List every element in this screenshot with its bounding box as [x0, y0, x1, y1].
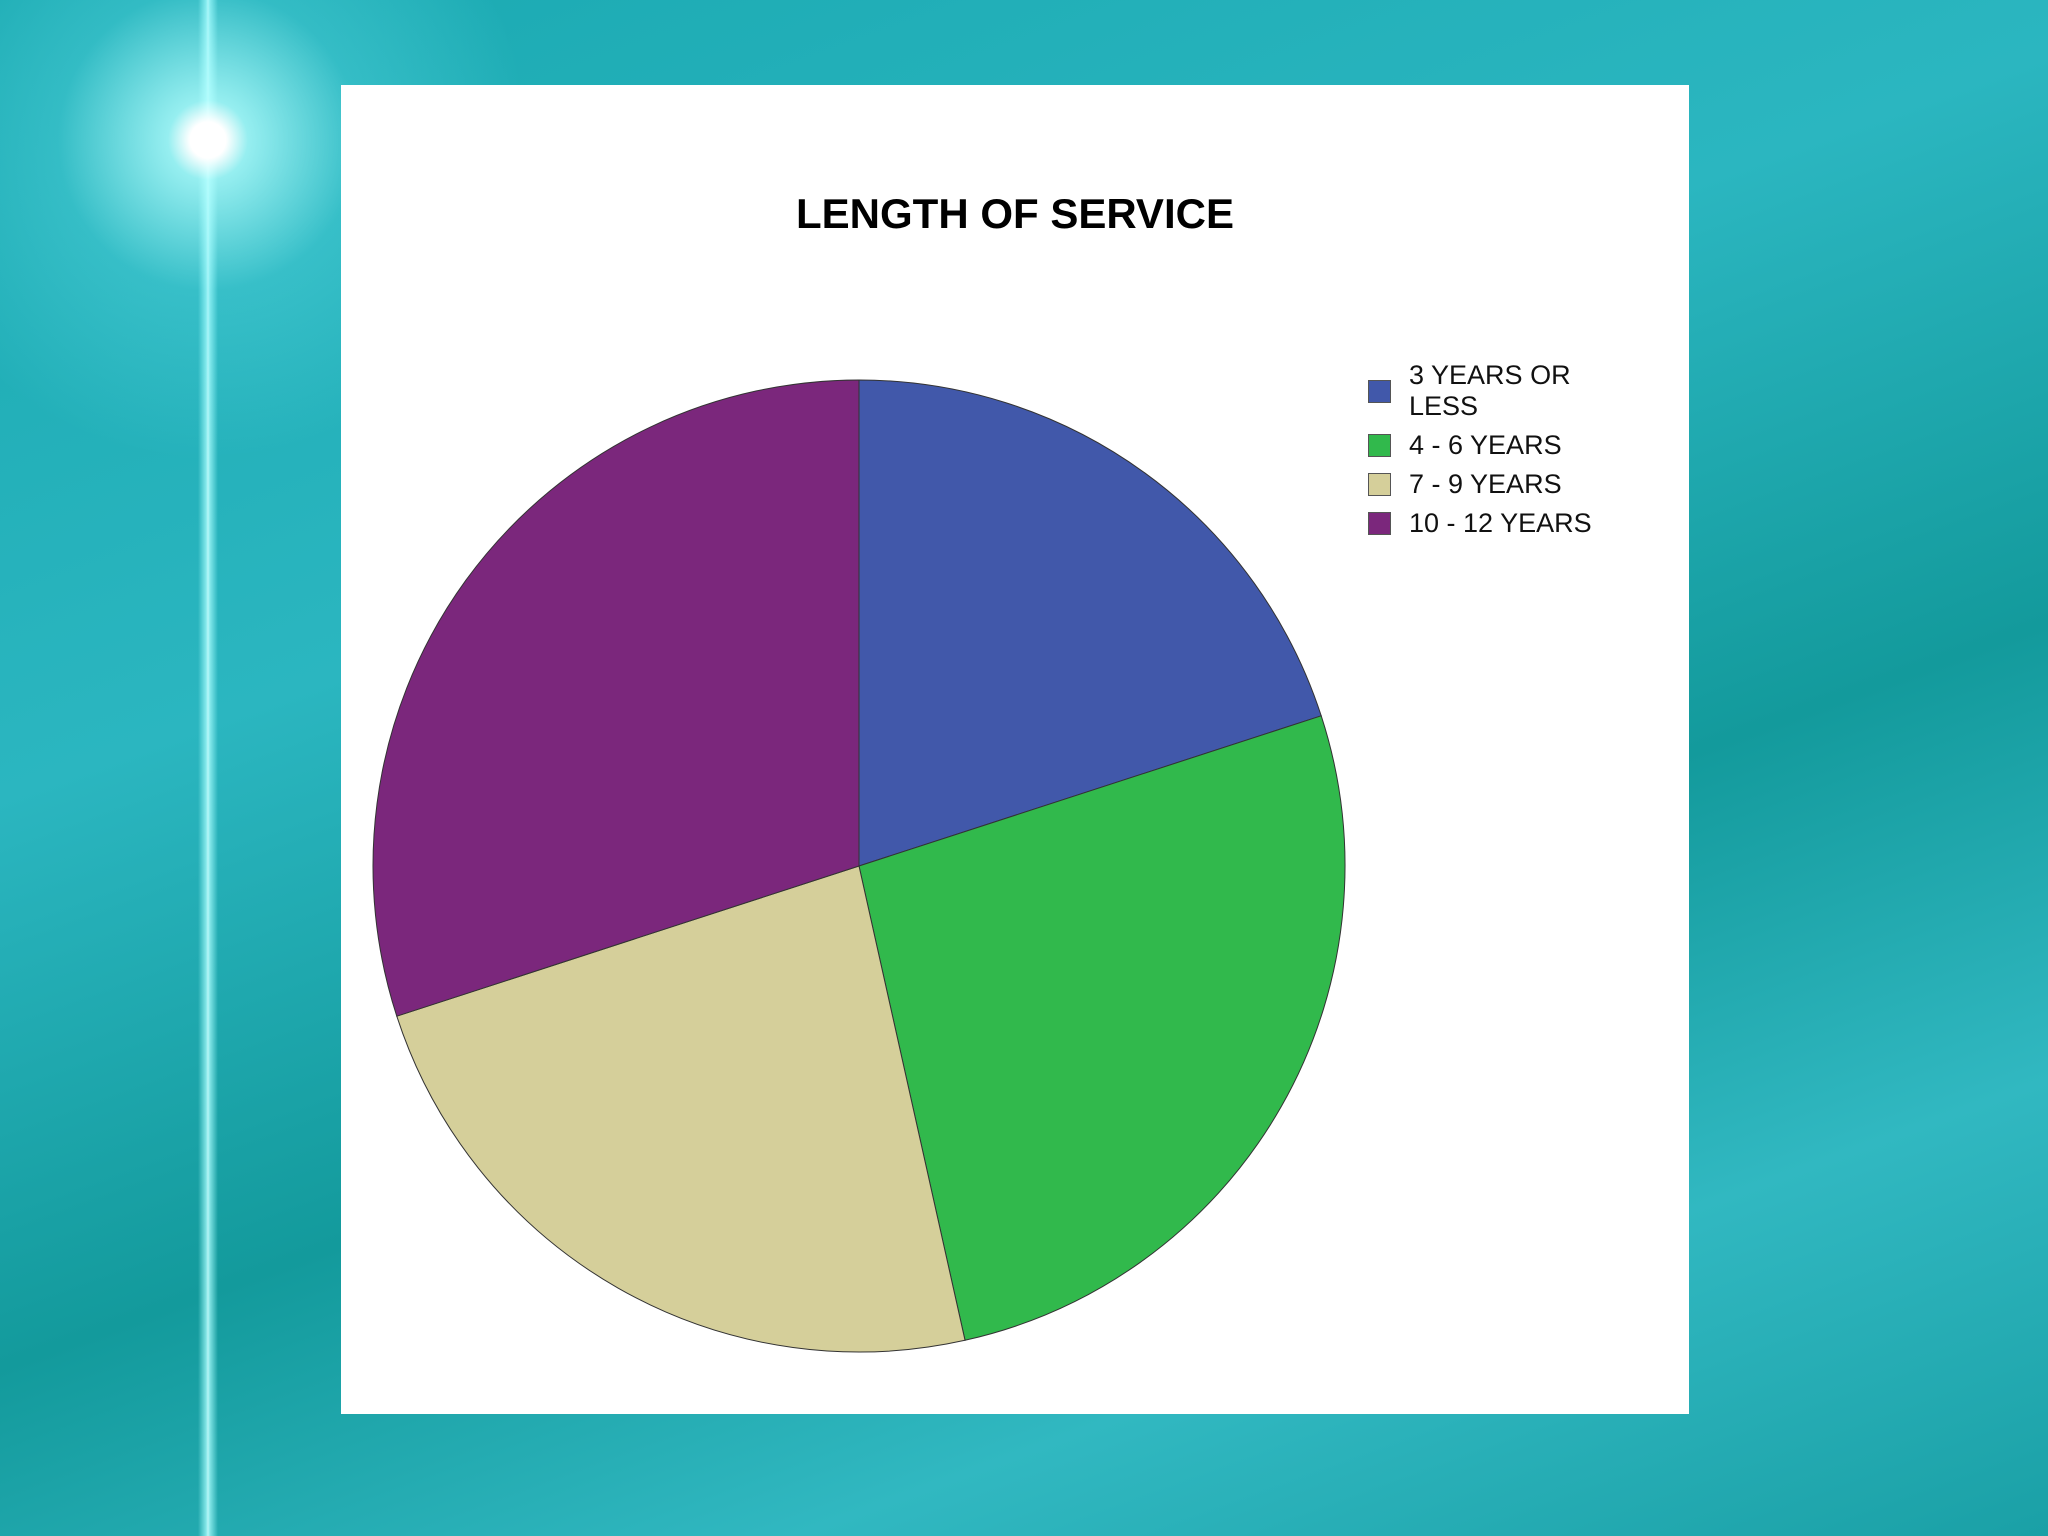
legend-label: 10 - 12 YEARS — [1409, 508, 1592, 538]
pie-slice — [858, 715, 1346, 1341]
legend-swatch — [1368, 473, 1391, 496]
legend-label: 4 - 6 YEARS — [1409, 430, 1562, 460]
legend: 3 YEARS OR LESS 4 - 6 YEARS 7 - 9 YEARS 10 … — [1368, 360, 1624, 547]
legend-swatch — [1368, 434, 1391, 457]
pie-slice — [396, 865, 966, 1353]
legend-swatch — [1368, 379, 1391, 403]
pie-slice — [858, 379, 1322, 867]
legend-swatch — [1368, 512, 1391, 535]
legend-label: 7 - 9 YEARS — [1409, 469, 1562, 499]
legend-label: 3 YEARS OR LESS — [1409, 360, 1571, 421]
legend-item: 10 - 12 YEARS — [1368, 508, 1624, 539]
legend-item: 4 - 6 YEARS — [1368, 430, 1624, 461]
pie-slice — [372, 379, 860, 1017]
legend-item: 3 YEARS OR LESS — [1368, 360, 1624, 422]
chart-title: LENGTH OF SERVICE — [796, 190, 1234, 237]
legend-item: 7 - 9 YEARS — [1368, 469, 1624, 500]
